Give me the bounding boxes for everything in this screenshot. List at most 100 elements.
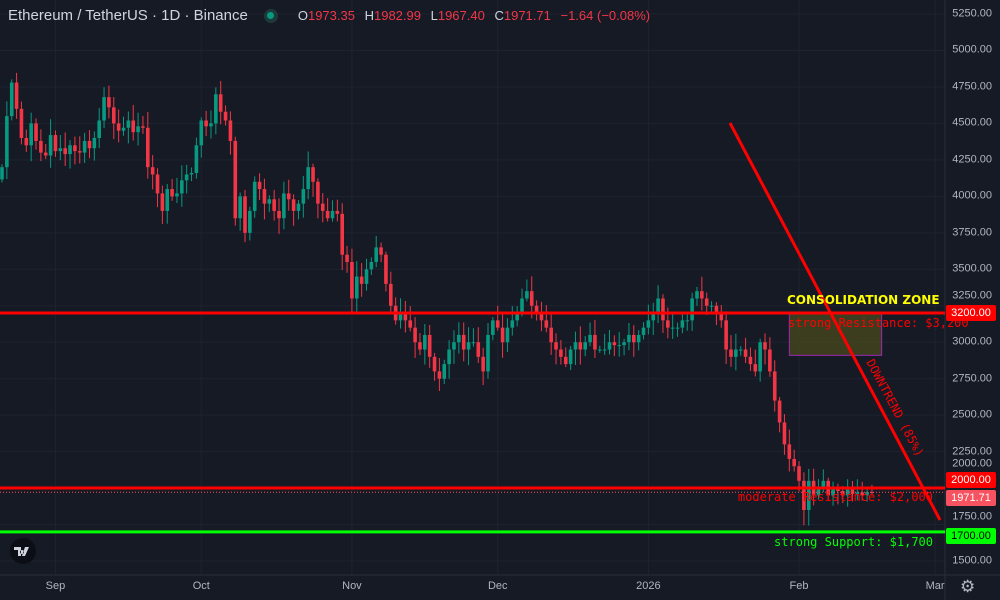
candle	[734, 349, 738, 357]
candle	[845, 488, 850, 496]
candle	[102, 97, 106, 121]
candle	[476, 342, 481, 357]
candle	[204, 120, 208, 127]
downtrend-line	[728, 122, 942, 521]
candle	[758, 342, 762, 372]
level-tag-3200: 3200.00	[946, 305, 996, 321]
price-tick: 4250.00	[952, 153, 992, 166]
candle	[267, 199, 272, 204]
candle	[63, 148, 67, 155]
candle	[583, 342, 587, 350]
candle	[850, 488, 855, 494]
candle	[282, 193, 286, 219]
candle	[602, 349, 607, 351]
candle	[14, 82, 19, 109]
ohlc-readout: O1973.35 H1982.99 L1967.40 C1971.71 −1.6…	[297, 8, 651, 23]
candle	[92, 137, 97, 149]
time-tick: Mar	[925, 580, 945, 592]
candle	[680, 320, 685, 328]
tradingview-logo[interactable]	[8, 538, 38, 564]
candle	[607, 342, 612, 350]
candle	[700, 291, 704, 299]
candle	[520, 298, 524, 314]
candle	[155, 174, 160, 194]
candle	[325, 210, 330, 219]
candle	[554, 342, 558, 350]
candle	[48, 135, 53, 156]
candle	[437, 371, 442, 379]
price-tick: 2500.00	[952, 408, 992, 421]
candle	[719, 313, 724, 321]
candle	[311, 167, 315, 182]
candle	[111, 107, 116, 124]
candle	[257, 181, 262, 190]
candle	[233, 140, 238, 219]
candle	[73, 145, 77, 152]
candle	[768, 349, 772, 372]
price-tick: 5250.00	[952, 7, 992, 20]
candle	[729, 349, 733, 357]
candle	[632, 334, 636, 343]
candle	[563, 356, 568, 365]
candle	[354, 276, 359, 299]
candle	[797, 466, 801, 481]
candle	[505, 327, 510, 343]
candle	[481, 356, 485, 372]
candle	[389, 283, 393, 306]
price-tick: 1500.00	[952, 554, 992, 567]
candle	[651, 313, 656, 321]
price-tick: 3250.00	[952, 289, 992, 302]
candle	[29, 123, 33, 146]
candle	[559, 349, 563, 357]
candle	[738, 349, 743, 351]
level-tag-2000: 2000.00	[946, 472, 996, 488]
candle	[413, 327, 417, 343]
candle	[107, 97, 111, 108]
candle	[675, 327, 680, 329]
candle	[641, 327, 646, 335]
candle	[345, 254, 349, 262]
candle	[384, 254, 388, 284]
candle	[379, 247, 383, 255]
candle	[457, 334, 461, 343]
candle	[452, 342, 456, 350]
gear-icon[interactable]: ⚙	[960, 577, 976, 596]
price-tick: 2750.00	[952, 372, 992, 385]
candle	[860, 492, 865, 496]
candle	[685, 320, 690, 322]
candle	[136, 126, 140, 133]
candle	[802, 480, 806, 510]
price-tick: 4000.00	[952, 189, 992, 202]
candle	[840, 491, 845, 496]
market-status-icon	[263, 8, 278, 23]
candle	[573, 342, 578, 350]
candle	[855, 492, 860, 494]
candle	[461, 334, 466, 350]
candle	[199, 120, 204, 146]
symbol-title[interactable]: Ethereum / TetherUS · 1D · Binance	[8, 7, 248, 24]
candle	[568, 349, 573, 365]
candle	[597, 349, 602, 351]
candle	[364, 269, 369, 284]
candle	[636, 334, 641, 343]
candle	[418, 342, 422, 350]
price-tick: 5000.00	[952, 43, 992, 56]
price-axis[interactable]: 5250.00 5000.00 4750.00 4500.00 4250.00 4000.…	[945, 0, 1000, 575]
candle	[301, 189, 306, 204]
price-tick: 3000.00	[952, 335, 992, 348]
candle	[160, 193, 165, 211]
candle	[228, 120, 233, 141]
candle	[695, 291, 699, 299]
candle	[612, 342, 617, 346]
candle	[529, 291, 534, 306]
candle	[9, 82, 14, 117]
candle	[622, 342, 626, 346]
candle	[806, 480, 811, 510]
candle	[495, 320, 500, 328]
consolidation-zone-label: CONSOLIDATION ZONE	[787, 293, 940, 307]
candle	[350, 261, 354, 299]
candle	[24, 137, 29, 146]
candle	[374, 247, 379, 262]
candle	[77, 151, 82, 153]
